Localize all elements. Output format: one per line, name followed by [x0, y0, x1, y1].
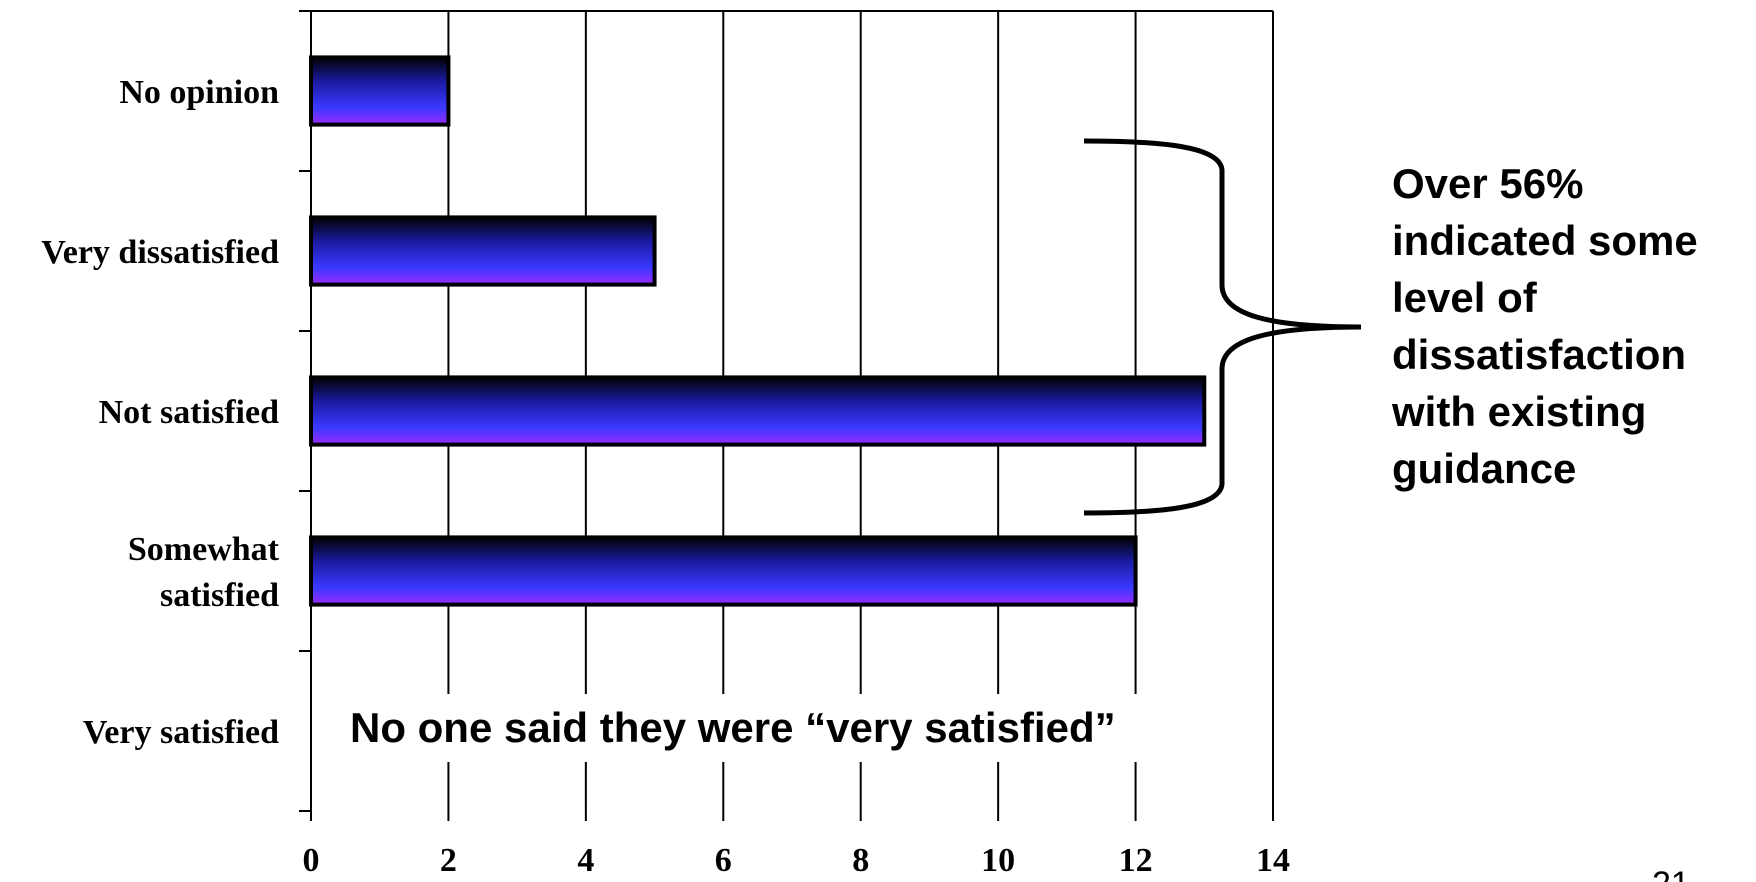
page-number: 21: [1652, 865, 1690, 882]
x-tick-label: 4: [577, 842, 594, 879]
category-label: Very dissatisfied: [41, 234, 279, 271]
category-labels: No opinion Very dissatisfied Not satisfied…: [41, 74, 279, 751]
x-tick-label: 6: [715, 842, 732, 879]
category-label: No opinion: [119, 74, 279, 111]
x-tick-label: 14: [1256, 842, 1290, 879]
callout-line: level of: [1392, 274, 1538, 321]
category-label: Somewhat: [128, 531, 280, 568]
x-tick-label: 2: [440, 842, 457, 879]
x-tick-labels: 0 2 4 6 8 10 12 14: [303, 842, 1291, 879]
bar-no-opinion: [309, 55, 451, 127]
callout: Over 56% indicated some level of dissatisfa…: [1391, 160, 1698, 492]
bar-somewhat-satisfied: [309, 535, 1138, 607]
callout-line: indicated some: [1392, 217, 1698, 264]
bars: [309, 55, 1207, 607]
callout-line: with existing: [1391, 388, 1646, 435]
category-label: Very satisfied: [83, 714, 279, 751]
x-tick-label: 10: [981, 842, 1015, 879]
category-label: satisfied: [160, 577, 279, 614]
callout-line: guidance: [1392, 445, 1576, 492]
x-tick-label: 12: [1119, 842, 1153, 879]
axes: [299, 10, 1274, 821]
callout-line: Over 56%: [1392, 160, 1583, 207]
bar-not-satisfied: [309, 375, 1207, 447]
very-satisfied-note: No one said they were “very satisfied”: [350, 704, 1116, 751]
x-tick-label: 0: [303, 842, 320, 879]
bar-very-dissatisfied: [309, 215, 657, 287]
callout-line: dissatisfaction: [1392, 331, 1686, 378]
x-tick-label: 8: [852, 842, 869, 879]
category-label: Not satisfied: [99, 394, 279, 431]
note-background: [322, 694, 1226, 762]
callout-brace: [1083, 138, 1362, 516]
